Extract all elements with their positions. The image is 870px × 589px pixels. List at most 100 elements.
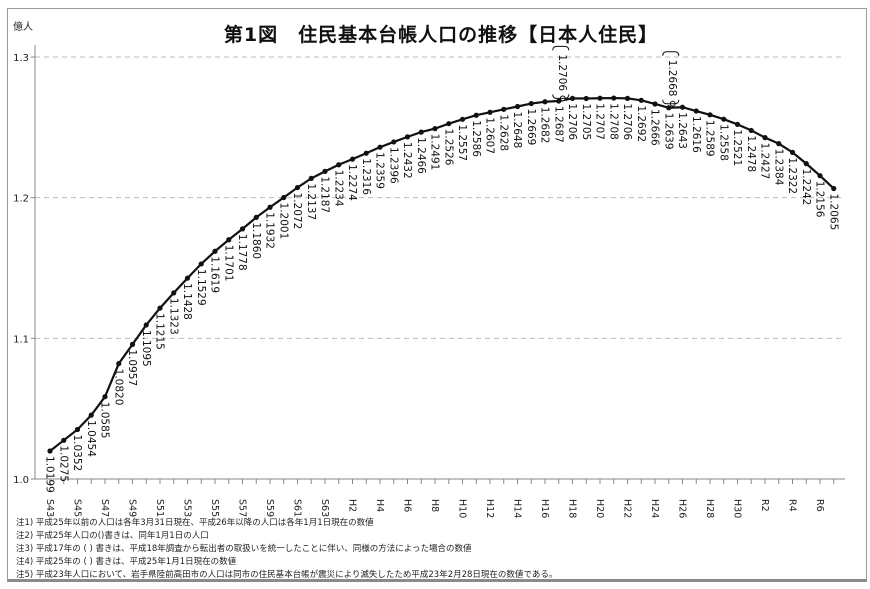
x-tick-label: H10 — [457, 499, 468, 518]
chart-frame — [7, 8, 867, 582]
x-tick-label: R4 — [787, 499, 798, 512]
data-label: 1.1619 — [209, 256, 221, 293]
x-tick-label: H6 — [402, 499, 413, 512]
data-label: 1.2384 — [772, 149, 784, 186]
data-point — [391, 139, 397, 145]
data-label: 1.0585 — [99, 402, 111, 439]
x-tick-label: S43 — [44, 499, 55, 517]
data-label: 1.2666 — [649, 109, 661, 146]
data-point — [721, 116, 727, 122]
data-label: 1.0352 — [71, 434, 83, 471]
data-point — [294, 184, 301, 191]
data-point — [267, 204, 273, 210]
note-4: 注4) 平成25年の ( ) 書きは、平成25年1月1日現在の数値 — [16, 557, 237, 567]
data-label: 1.2137 — [305, 183, 317, 220]
data-point — [776, 141, 782, 147]
x-tick-label: H8 — [429, 499, 440, 512]
data-point — [679, 104, 686, 110]
x-tick-label: R2 — [759, 499, 770, 512]
x-tick-label: H14 — [512, 499, 523, 518]
alt-data-label: 1.2668 — [666, 60, 678, 97]
data-label: 1.1215 — [154, 313, 166, 350]
data-point — [666, 105, 672, 111]
data-label: 1.2589 — [704, 120, 716, 157]
data-label: 1.2316 — [360, 158, 372, 195]
data-point — [432, 125, 438, 132]
data-point — [707, 112, 713, 118]
data-point — [501, 106, 507, 112]
data-point — [789, 149, 796, 155]
data-point — [61, 437, 67, 443]
data-label: 1.1932 — [264, 212, 276, 249]
x-tick-label: H16 — [539, 499, 550, 518]
data-point — [693, 108, 699, 114]
note-1: 注1) 平成25年以前の人口は各年3月31日現在、平成26年以降の人口は各年1月… — [16, 518, 374, 528]
data-point — [459, 116, 466, 122]
data-point — [404, 134, 411, 140]
x-tick-label: H20 — [594, 499, 605, 518]
x-tick-label: S49 — [127, 499, 138, 517]
data-point — [514, 103, 521, 110]
data-label: 1.2234 — [332, 170, 344, 207]
data-point — [74, 426, 81, 433]
data-point — [143, 322, 149, 328]
x-tick-label: S57 — [237, 499, 248, 517]
data-label: 1.0275 — [57, 445, 69, 482]
data-point — [624, 95, 631, 101]
data-label: 1.2706 — [566, 103, 578, 140]
data-label: 1.1860 — [250, 222, 262, 259]
series-line — [49, 96, 835, 452]
data-label: 1.2628 — [497, 114, 509, 151]
data-label: 1.2558 — [717, 124, 729, 161]
x-tick-label: H22 — [622, 499, 633, 518]
data-point — [528, 100, 534, 107]
data-point — [198, 261, 204, 267]
data-point — [308, 175, 314, 181]
data-label: 1.2708 — [607, 103, 619, 140]
data-label: 1.2639 — [662, 113, 674, 150]
data-point — [473, 112, 479, 118]
note-2: 注2) 平成25年人口の()書きは、同年1月1日の人口 — [16, 531, 209, 541]
data-point — [129, 341, 136, 347]
x-tick-label: R6 — [814, 499, 825, 512]
y-tick-label: 1.3 — [13, 53, 29, 64]
data-label: 1.2648 — [511, 112, 523, 149]
data-point — [47, 448, 53, 454]
note-5: 注5) 平成23年人口において、岩手県陸前高田市の人口は同市の住民基本台帳が震災… — [16, 570, 558, 580]
x-tick-label: H28 — [704, 499, 715, 518]
data-point — [322, 168, 328, 174]
y-tick-label: 1.0 — [13, 475, 29, 486]
x-tick-label: H24 — [649, 499, 660, 518]
x-tick-label: H26 — [677, 499, 688, 518]
data-label: 1.2692 — [635, 105, 647, 142]
data-label: 1.2156 — [814, 181, 826, 218]
data-point — [363, 150, 369, 156]
data-point — [281, 194, 287, 201]
data-label: 1.0199 — [44, 456, 56, 493]
bracket-top — [552, 45, 570, 51]
data-point — [418, 129, 424, 135]
data-label: 1.1529 — [195, 269, 207, 306]
data-point — [226, 237, 232, 243]
x-tick-label: S55 — [209, 499, 220, 517]
data-label: 1.2643 — [676, 112, 688, 149]
alt-data-label: 1.2706 — [556, 54, 568, 91]
data-label: 1.2705 — [580, 103, 592, 140]
data-label: 1.2682 — [539, 107, 551, 144]
x-tick-label: H18 — [567, 499, 578, 518]
data-point — [611, 95, 617, 101]
data-label: 1.2322 — [786, 157, 798, 194]
data-label: 1.2427 — [759, 143, 771, 180]
data-label: 1.0957 — [126, 349, 138, 386]
data-point — [556, 98, 562, 104]
data-label: 1.1428 — [181, 283, 193, 320]
data-label: 1.1323 — [167, 298, 179, 335]
data-point — [803, 161, 809, 167]
x-tick-label: S63 — [319, 499, 330, 517]
y-axis-unit: 億人 — [13, 22, 33, 33]
data-label: 1.2274 — [346, 164, 358, 201]
data-point — [102, 394, 108, 400]
x-tick-label: S51 — [154, 499, 165, 517]
x-tick-label: S45 — [72, 499, 83, 517]
